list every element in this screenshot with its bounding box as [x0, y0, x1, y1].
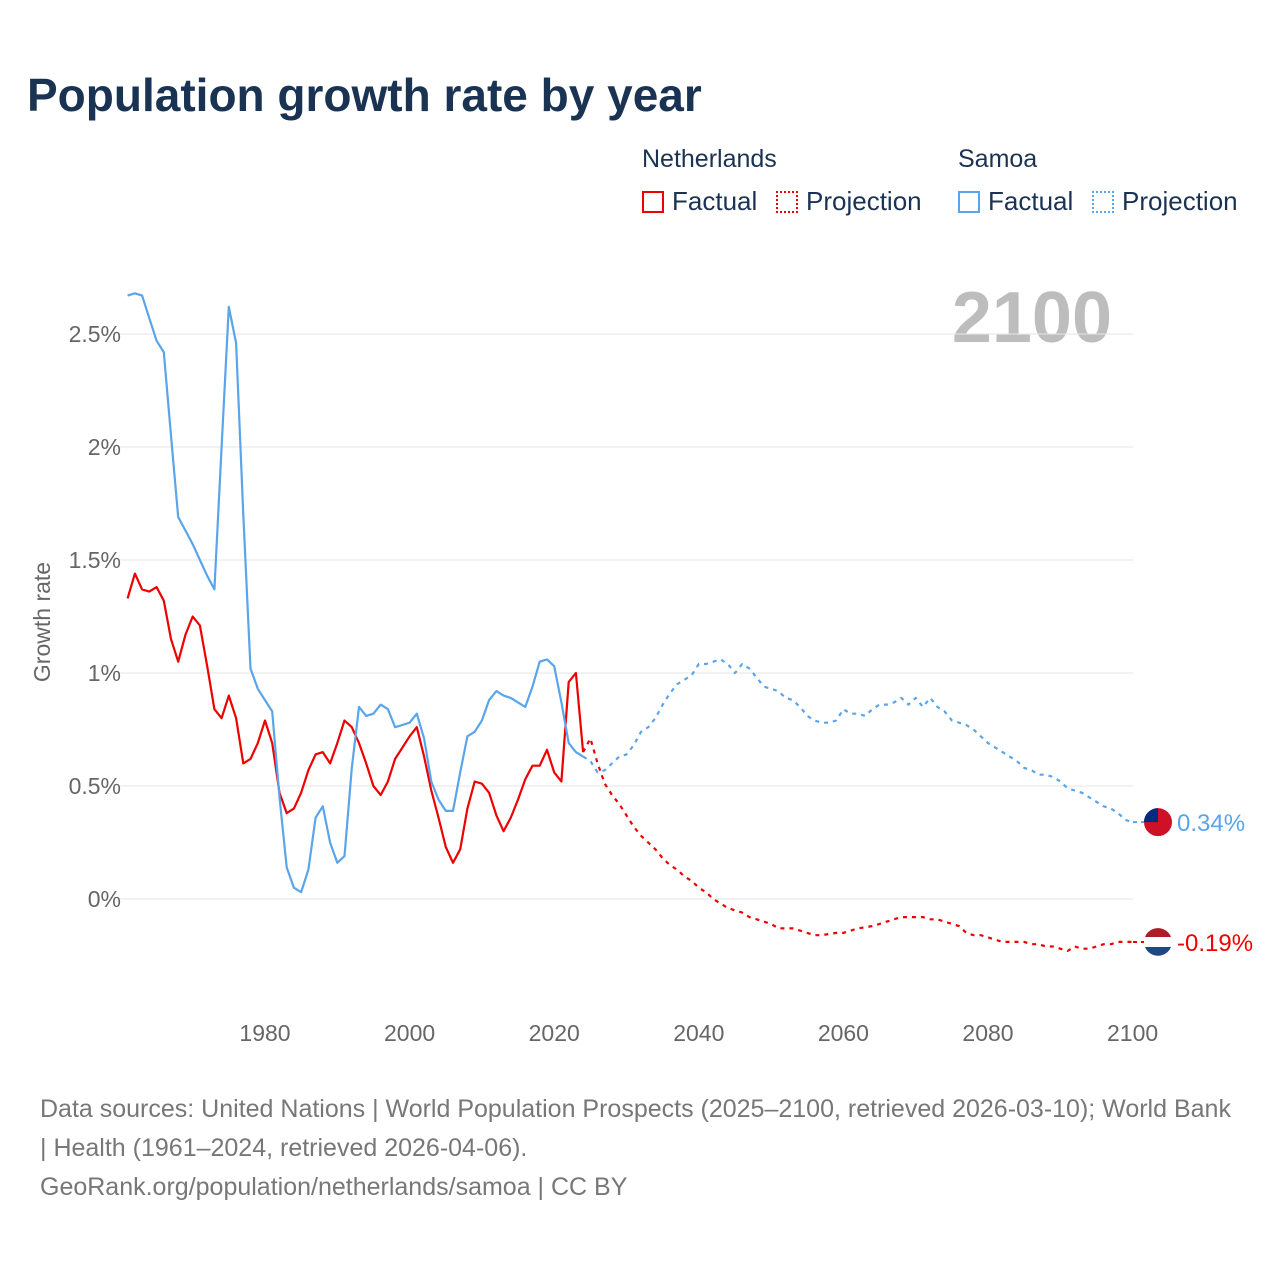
legend-label: Factual	[988, 186, 1074, 216]
y-tick-label: 2.5%	[69, 321, 121, 347]
y-axis-label: Growth rate	[29, 562, 55, 682]
legend-label: Factual	[672, 186, 758, 216]
legend-swatch-solid	[958, 190, 980, 213]
y-tick-label: 2%	[88, 434, 121, 460]
x-tick-label: 2060	[818, 1020, 869, 1046]
series-line-netherlands-projection	[582, 737, 1133, 953]
data-sources: Data sources: United Nations | World Pop…	[40, 1095, 1231, 1162]
y-tick-label: 1.5%	[69, 547, 121, 573]
y-tick-label: 0%	[88, 886, 121, 912]
end-value-label: 0.34%	[1177, 810, 1245, 837]
legend-group-netherlands: Netherlands	[642, 145, 777, 173]
legend-swatch-dotted	[1092, 190, 1114, 213]
series-line-netherlands-factual	[126, 572, 585, 864]
series-line-samoa-factual	[127, 292, 584, 894]
footer: Data sources: United Nations | World Pop…	[40, 1090, 1240, 1207]
x-tick-label: 2040	[673, 1020, 724, 1046]
series-line-samoa-projection	[582, 658, 1133, 824]
y-tick-label: 1%	[88, 660, 121, 686]
legend-label: Projection	[806, 186, 922, 216]
page-title: Population growth rate by year	[27, 69, 702, 121]
x-tick-label: 2080	[962, 1020, 1013, 1046]
legend-label: Projection	[1122, 186, 1238, 216]
legend-netherlands-projection[interactable]: Projection	[776, 186, 922, 217]
netherlands-flag-red	[1145, 928, 1171, 937]
legend-samoa-factual[interactable]: Factual	[958, 186, 1073, 217]
x-tick-label: 2000	[384, 1020, 435, 1046]
legend-netherlands-factual[interactable]: Factual	[642, 186, 757, 217]
end-value-label: -0.19%	[1177, 930, 1253, 957]
x-tick-label: 1980	[239, 1020, 290, 1046]
year-label: 2100	[952, 278, 1112, 358]
x-tick-label: 2100	[1107, 1020, 1158, 1046]
legend-swatch-dotted	[776, 190, 798, 213]
samoa-flag-canton	[1144, 808, 1158, 823]
y-tick-label: 0.5%	[69, 773, 121, 799]
x-tick-label: 2020	[529, 1020, 580, 1046]
legend-swatch-solid	[642, 190, 664, 213]
netherlands-flag-blue	[1145, 946, 1171, 956]
legend-samoa-projection[interactable]: Projection	[1092, 186, 1238, 217]
source-link[interactable]: GeoRank.org/population/netherlands/samoa…	[40, 1173, 628, 1201]
legend-group-samoa: Samoa	[958, 145, 1038, 173]
